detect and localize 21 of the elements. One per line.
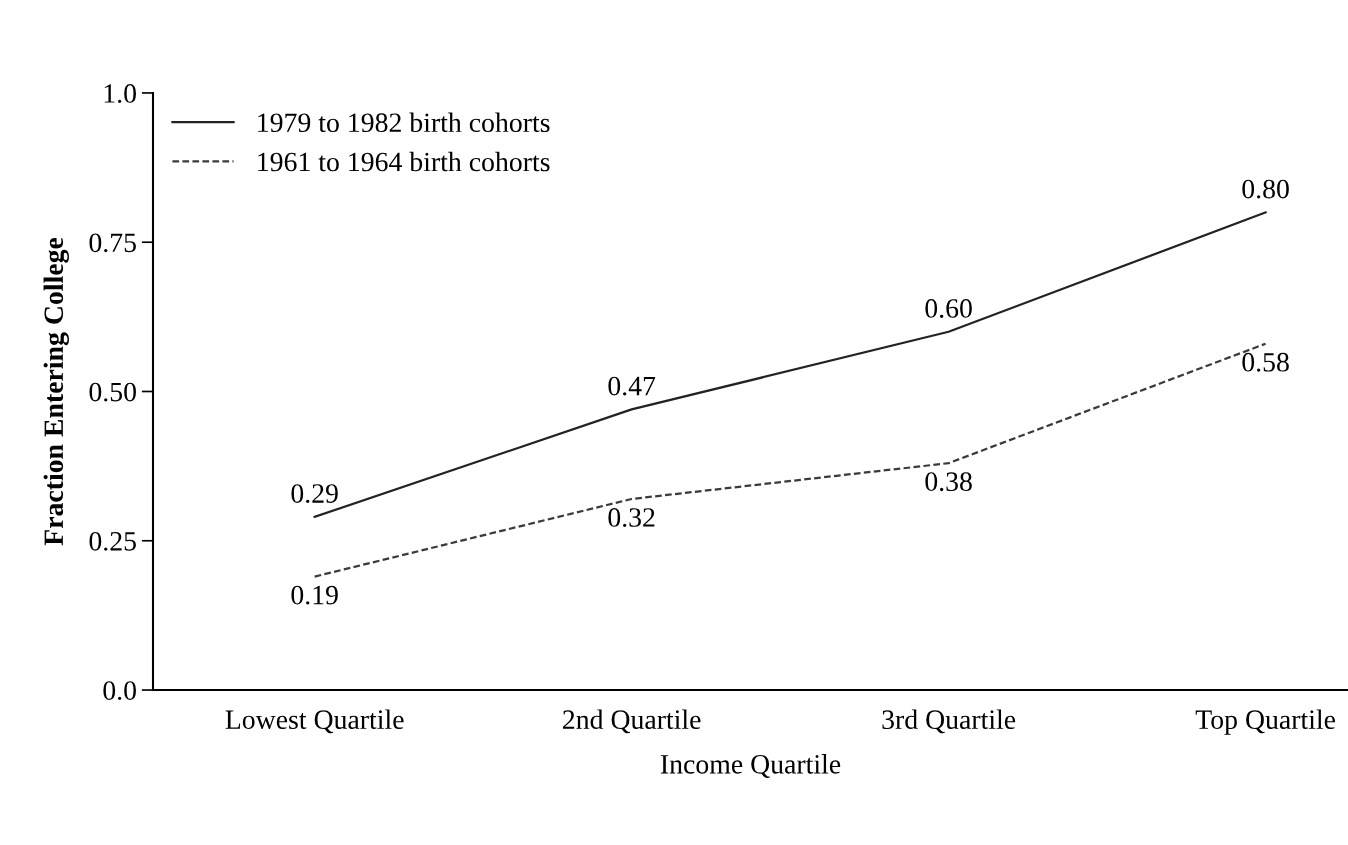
legend-label: 1979 to 1982 birth cohorts (258, 112, 550, 133)
x-tick-label: Top Quartile (1195, 709, 1335, 735)
x-axis-title: Income Quartile (660, 754, 841, 778)
data-label: 0.58 (1242, 352, 1289, 372)
y-tick-label: 0.75 (89, 233, 136, 253)
data-label: 0.29 (291, 484, 338, 504)
data-label: 0.80 (1242, 179, 1289, 199)
legend-label: 1961 to 1964 birth cohorts (258, 151, 550, 172)
data-label: 0.38 (925, 472, 972, 492)
y-tick-label: 1.0 (104, 84, 136, 103)
x-tick-label: 2nd Quartile (563, 709, 701, 734)
y-tick-label: 0.25 (89, 531, 136, 551)
data-label: 0.19 (291, 585, 338, 605)
y-axis-title: Fraction Entering College (43, 237, 69, 546)
y-tick-label: 0.0 (103, 681, 136, 701)
x-tick-label: 3rd Quartile (882, 709, 1016, 734)
x-tick-label: Lowest Quartile (225, 709, 404, 734)
y-tick-label: 0.50 (89, 382, 136, 402)
data-label: 0.47 (608, 376, 656, 396)
data-label: 0.32 (608, 508, 655, 527)
data-label: 0.60 (925, 299, 972, 318)
